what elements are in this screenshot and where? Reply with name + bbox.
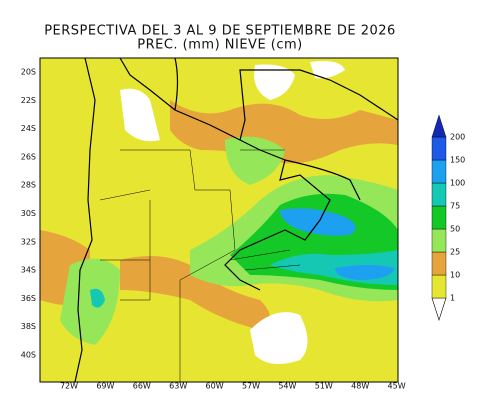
title-line: PREC. (mm) NIEVE (cm)	[137, 38, 303, 53]
legend-band	[431, 182, 447, 207]
legend-label: 25	[450, 248, 460, 257]
latitude-label: 24S	[21, 124, 36, 133]
longitude-label: 63W	[169, 382, 187, 391]
longitude-label: 69W	[96, 382, 114, 391]
legend-band	[431, 205, 447, 230]
longitude-label: 45W	[388, 382, 406, 391]
longitude-label: 48W	[351, 382, 369, 391]
longitude-label: 66W	[133, 382, 151, 391]
legend-label: 200	[450, 133, 465, 142]
legend-band	[431, 159, 447, 184]
legend-band	[431, 228, 447, 253]
latitude-label: 28S	[21, 181, 36, 190]
legend-label: 150	[450, 156, 465, 165]
latitude-label: 38S	[21, 322, 36, 331]
legend-label: 100	[450, 179, 465, 188]
legend-band	[431, 251, 447, 276]
latitude-label: 22S	[21, 96, 36, 105]
longitude-label: 57W	[242, 382, 260, 391]
latitude-label: 34S	[21, 266, 36, 275]
title-line: PERSPECTIVA DEL 3 AL 9 DE SEPTIEMBRE DE …	[44, 24, 396, 39]
legend-label: 1	[450, 294, 455, 303]
latitude-label: 30S	[21, 209, 36, 218]
latitude-label: 32S	[21, 237, 36, 246]
latitude-label: 36S	[21, 294, 36, 303]
longitude-label: 72W	[60, 382, 78, 391]
precip-field	[40, 58, 398, 382]
longitude-label: 51W	[315, 382, 333, 391]
legend-band	[431, 274, 447, 299]
legend-label: 50	[450, 225, 460, 234]
latitude-label: 40S	[21, 351, 36, 360]
legend-label: 75	[450, 202, 460, 211]
longitude-label: 54W	[278, 382, 296, 391]
legend-low-arrow	[431, 297, 447, 321]
latitude-label: 26S	[21, 152, 36, 161]
latitude-label: 20S	[21, 68, 36, 77]
legend-band	[431, 136, 447, 161]
legend-high-arrow	[431, 114, 447, 138]
legend-label: 10	[450, 271, 460, 280]
longitude-label: 60W	[206, 382, 224, 391]
map-frame	[39, 57, 399, 383]
